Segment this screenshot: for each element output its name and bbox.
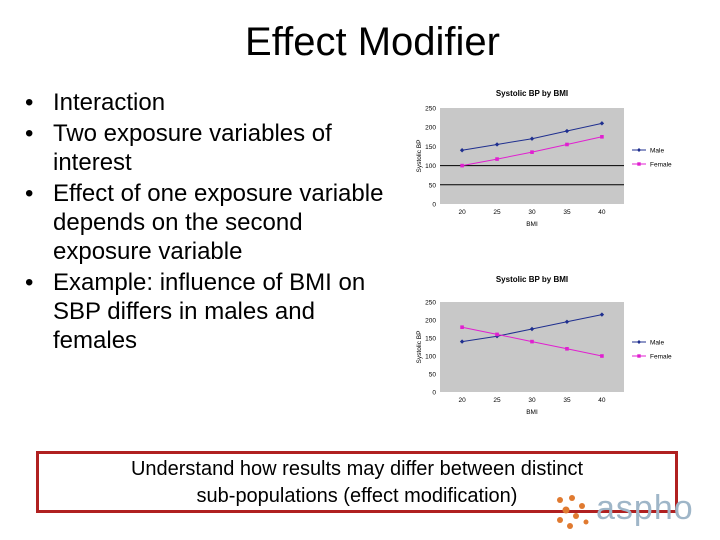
chart-top-svg: Systolic BP by BMI 0 50 100 150 200 250 20 25 30 3… — [416, 89, 672, 228]
y-tick-label: 150 — [425, 144, 436, 151]
y-tick-label: 0 — [432, 390, 436, 397]
x-tick-label: 35 — [563, 209, 571, 216]
y-tick-label: 50 — [429, 372, 437, 379]
y-tick-label: 50 — [429, 182, 437, 189]
x-tick-label: 40 — [598, 209, 606, 216]
logo-text: aspho — [596, 489, 694, 527]
x-tick-label: 35 — [563, 397, 571, 404]
legend-marker — [637, 162, 641, 166]
x-tick-label: 20 — [458, 397, 466, 404]
y-tick-label: 250 — [425, 300, 436, 307]
aspho-logo: aspho — [552, 489, 712, 532]
chart-top: Systolic BP by BMI 0 50 100 150 200 250 20 25 30 3… — [412, 84, 680, 234]
bullet-item: Example: influence of BMI on SBP differs… — [25, 268, 385, 355]
data-point — [600, 135, 604, 139]
y-axis-label: Systolic BP — [416, 331, 423, 364]
x-tick-label: 25 — [493, 397, 501, 404]
chart-title: Systolic BP by BMI — [496, 275, 568, 284]
slide-title: Effect Modifier — [245, 20, 500, 64]
data-point — [494, 142, 500, 147]
bullet-item: Effect of one exposure variable depends … — [25, 179, 385, 266]
x-axis-label: BMI — [526, 221, 538, 228]
x-tick-label: 40 — [598, 397, 606, 404]
chart-bottom: Systolic BP by BMI 0 50 100 150 200 250 20 25 30 3… — [412, 270, 680, 430]
logo-dots-icon — [557, 495, 589, 529]
data-point — [565, 347, 569, 351]
callout-line: sub-populations (effect modification) — [196, 485, 518, 507]
data-point — [530, 150, 534, 154]
plot-area — [440, 302, 624, 392]
legend-label: Male — [650, 340, 664, 347]
data-point — [495, 157, 499, 161]
legend-label: Male — [650, 148, 664, 155]
legend-marker — [637, 340, 641, 344]
data-point — [459, 148, 465, 153]
y-tick-label: 250 — [425, 106, 436, 113]
y-tick-label: 0 — [432, 202, 436, 209]
chart-bottom-svg: Systolic BP by BMI 0 50 100 150 200 250 20 25 30 3… — [416, 275, 672, 416]
data-point — [530, 339, 534, 344]
data-point — [565, 142, 569, 147]
bullet-list: Interaction Two exposure variables of in… — [25, 88, 385, 357]
plot-area — [440, 108, 624, 204]
callout-line: Understand how results may differ betwee… — [130, 458, 584, 480]
bullet-item: Two exposure variables of interest — [25, 119, 385, 177]
legend-marker — [637, 354, 641, 358]
data-point — [529, 326, 535, 332]
data-point — [495, 332, 499, 337]
callout-box: Understand how results may differ betwee… — [36, 451, 678, 513]
data-point — [460, 163, 464, 168]
legend-label: Female — [650, 354, 672, 361]
data-point — [460, 325, 464, 329]
y-tick-label: 100 — [425, 163, 436, 170]
bullet-item: Interaction — [25, 88, 385, 117]
chart-title: Systolic BP by BMI — [496, 89, 568, 98]
x-tick-label: 20 — [458, 209, 466, 216]
y-tick-label: 200 — [425, 318, 436, 325]
data-point — [529, 136, 535, 141]
data-point — [459, 339, 465, 344]
x-tick-label: 25 — [493, 209, 501, 216]
y-tick-label: 100 — [425, 354, 436, 361]
legend-marker — [637, 148, 641, 152]
x-axis-label: BMI — [526, 409, 538, 416]
data-point — [600, 354, 604, 358]
x-tick-label: 30 — [528, 209, 536, 216]
y-axis-label: Systolic BP — [416, 140, 423, 173]
legend-label: Female — [650, 162, 672, 169]
x-tick-label: 30 — [528, 397, 536, 404]
y-tick-label: 200 — [425, 125, 436, 132]
y-tick-label: 150 — [425, 336, 436, 343]
